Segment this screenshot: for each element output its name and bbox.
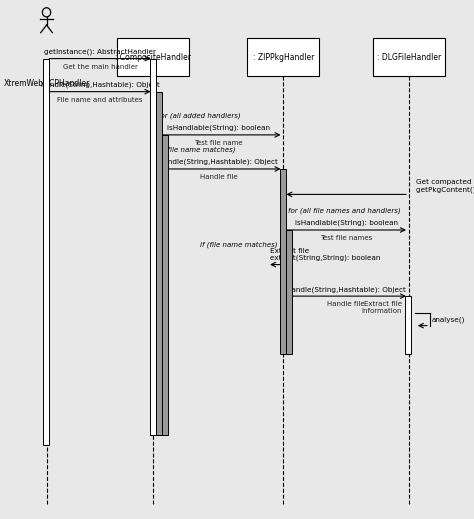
Text: if (file name matches): if (file name matches): [200, 242, 277, 248]
Text: File name and attributes: File name and attributes: [57, 97, 143, 103]
Text: Extract file
information: Extract file information: [361, 302, 402, 315]
Bar: [156, 92, 162, 435]
Bar: [373, 38, 445, 76]
Text: if (file name matches): if (file name matches): [158, 146, 236, 153]
Text: XtremWeb-TCPHandler: XtremWeb-TCPHandler: [3, 79, 90, 88]
Text: : CompositeHandler: : CompositeHandler: [115, 53, 191, 62]
Text: isHandlable(String): boolean: isHandlable(String): boolean: [167, 125, 270, 131]
Text: isHandlable(String): boolean: isHandlable(String): boolean: [295, 220, 398, 226]
Text: : ZIPPkgHandler: : ZIPPkgHandler: [253, 53, 314, 62]
Text: handle(String,Hashtable): Object: handle(String,Hashtable): Object: [287, 286, 406, 293]
Bar: [405, 296, 411, 353]
Text: Test file name: Test file name: [194, 140, 243, 146]
Bar: [162, 135, 168, 435]
Bar: [247, 38, 319, 76]
Bar: [43, 59, 49, 445]
Text: Handle file: Handle file: [200, 174, 237, 180]
Text: getInstance(): AbstractHandler: getInstance(): AbstractHandler: [44, 49, 156, 55]
Text: analyse(): analyse(): [432, 316, 465, 323]
Text: for (all added handlers): for (all added handlers): [158, 112, 241, 119]
Bar: [150, 59, 156, 435]
Text: : DLGFileHandler: : DLGFileHandler: [377, 53, 441, 62]
Text: handle(String,Hashtable): Object: handle(String,Hashtable): Object: [159, 159, 278, 166]
Text: Handle file: Handle file: [328, 301, 365, 307]
Text: handle(String,Hashtable): Object: handle(String,Hashtable): Object: [41, 81, 159, 88]
Bar: [280, 169, 286, 353]
Bar: [118, 38, 190, 76]
Text: Get compacted file names
getPkgContent(): Collection: Get compacted file names getPkgContent()…: [416, 180, 474, 193]
Text: Extract file
extract(String,String): boolean: Extract file extract(String,String): boo…: [270, 248, 380, 261]
Bar: [286, 230, 292, 353]
Text: for (all file names and handlers): for (all file names and handlers): [288, 207, 401, 214]
Text: Test file names: Test file names: [320, 235, 372, 241]
Text: Get the main handler: Get the main handler: [63, 64, 137, 70]
